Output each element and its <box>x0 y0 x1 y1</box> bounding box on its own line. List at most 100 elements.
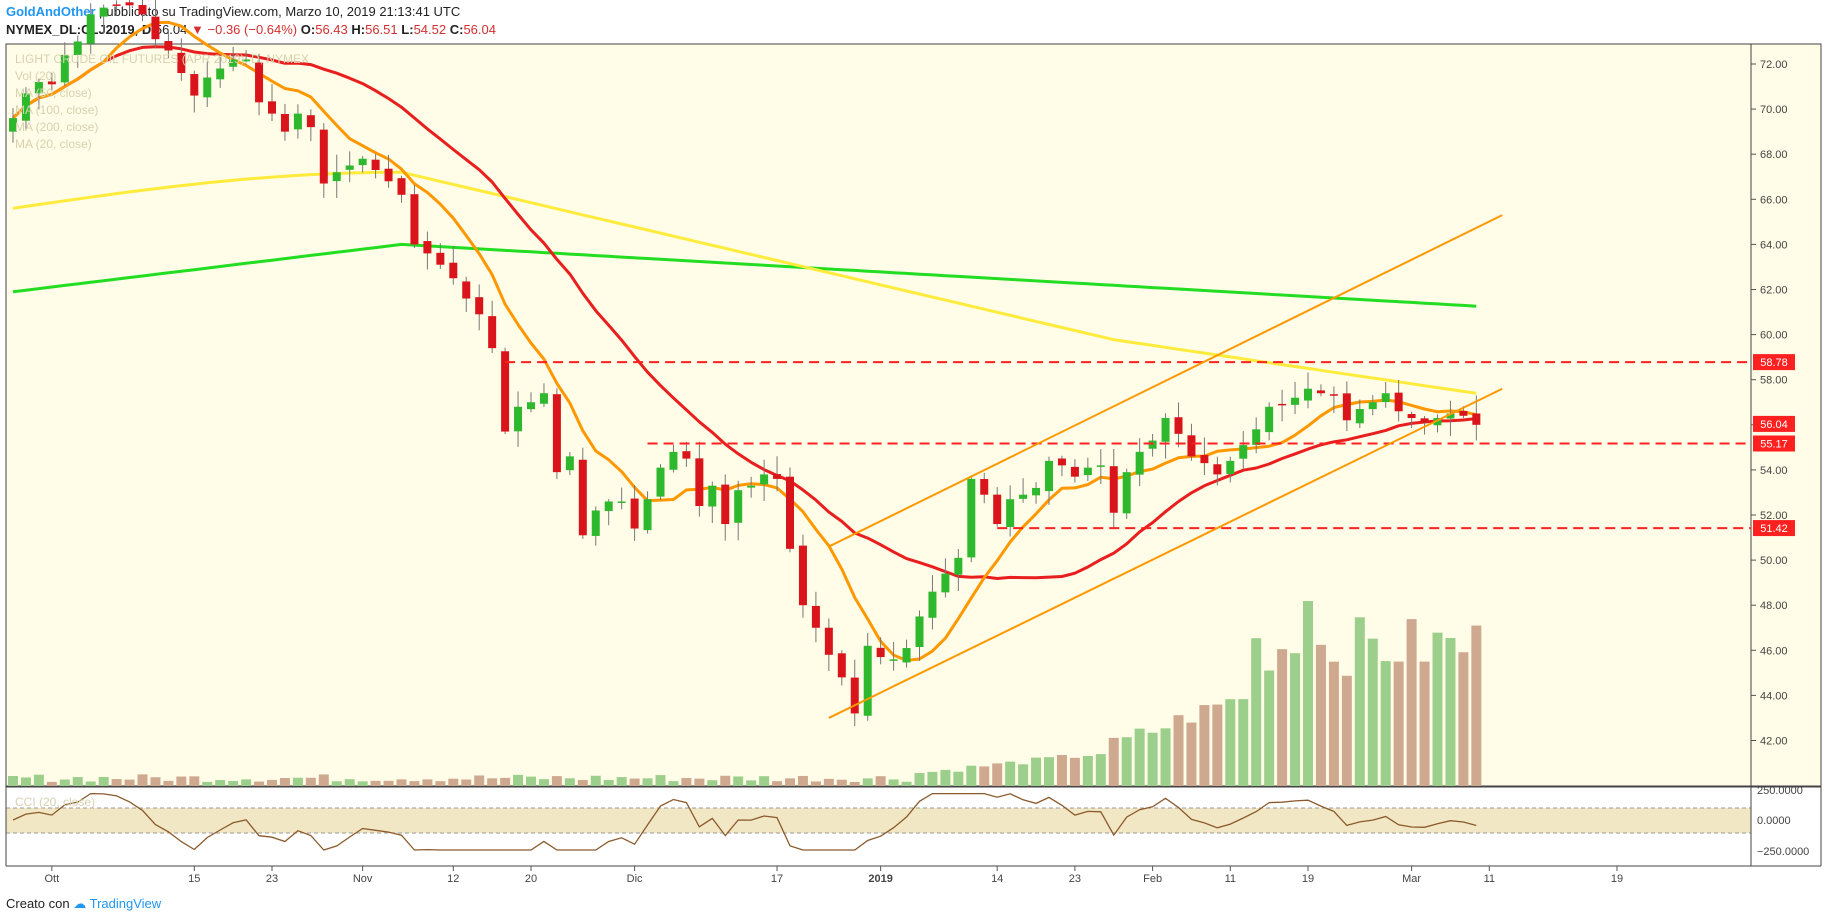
volume-bar <box>409 781 420 786</box>
candle-body <box>941 573 950 593</box>
ohlc-line: NYMEX_DL:CLJ2019, D 56.04 ▼ −0.36 (−0.64… <box>6 22 496 38</box>
volume-bar <box>357 781 368 786</box>
candle-body <box>371 159 380 170</box>
candle-body <box>1109 466 1118 513</box>
volume-bar <box>124 779 135 786</box>
volume-bar <box>603 779 614 786</box>
candle-body <box>617 501 626 503</box>
volume-bar <box>836 779 847 786</box>
volume-bar <box>254 781 265 786</box>
volume-bar <box>1018 764 1029 786</box>
volume-bar <box>772 781 783 786</box>
candle-body <box>1032 487 1041 496</box>
candle-body <box>1265 406 1274 433</box>
candle-body <box>1381 393 1390 403</box>
volume-bar <box>849 781 860 786</box>
volume-bar <box>1458 652 1469 786</box>
time-tick-label: Nov <box>353 873 373 885</box>
volume-bar <box>642 778 653 786</box>
candle-body <box>73 41 82 55</box>
volume-bar <box>810 781 821 786</box>
price-tick-label: 66.00 <box>1760 194 1788 206</box>
price-tick-label: 42.00 <box>1760 736 1788 748</box>
candlesticks <box>9 0 1481 727</box>
published-text: pubblicato su TradingView.com, Marzo 10,… <box>99 4 461 19</box>
volume-bar <box>901 781 912 786</box>
volume-bar <box>1341 675 1352 786</box>
candle-body <box>527 402 535 410</box>
volume-bar <box>202 781 213 786</box>
candle-body <box>203 77 212 98</box>
candle-body <box>1446 413 1455 419</box>
volume-bar <box>1432 632 1443 786</box>
price-change: −0.36 (−0.64%) <box>207 22 298 37</box>
volume-bar <box>797 775 808 786</box>
candle-body <box>1096 465 1105 467</box>
candle-body <box>876 647 885 658</box>
candle-body <box>591 510 600 536</box>
candle-body <box>177 52 186 74</box>
legend: LIGHT CRUDE OIL FUTURES (APR 2019), D, N… <box>15 52 309 809</box>
volume-bar <box>629 778 640 786</box>
volume-bar <box>241 779 252 786</box>
open-label: O: <box>300 22 316 37</box>
candle-body <box>488 316 497 349</box>
volume-bar <box>616 777 627 786</box>
volume-bar <box>1199 705 1210 786</box>
volume-bar <box>1251 638 1262 786</box>
time-tick-label: 20 <box>525 873 537 885</box>
down-arrow-icon: ▼ <box>191 22 204 37</box>
candle-body <box>798 545 807 606</box>
time-tick-label: 12 <box>447 873 459 885</box>
candle-body <box>99 7 108 17</box>
candle-body <box>1342 393 1351 421</box>
volume-bar <box>914 773 925 786</box>
time-tick-label: 17 <box>771 873 783 885</box>
candle-body <box>734 490 743 523</box>
tradingview-link[interactable]: TradingView <box>89 896 162 911</box>
volume-bar <box>1238 699 1249 786</box>
volume-bar <box>344 779 355 786</box>
volume-bar <box>1031 757 1042 786</box>
time-tick-label: 15 <box>188 873 200 885</box>
high-label: H: <box>351 22 366 37</box>
candle-body <box>242 59 251 62</box>
volume-bar <box>551 776 562 786</box>
candle-body <box>630 498 639 529</box>
candle-body <box>902 648 911 663</box>
oscillator-band <box>6 808 1751 833</box>
candle-body <box>501 351 510 432</box>
candle-body <box>1200 454 1209 464</box>
time-tick-label: 11 <box>1225 873 1236 885</box>
candle-body <box>319 129 328 184</box>
time-ticks: Ott 15 23 Nov 12 20 Dic 17 2019 14 23 Feb 11 19 Mar 11 1… <box>45 866 1623 885</box>
price-tick-label: 70.00 <box>1760 104 1788 116</box>
volume-bar <box>1367 638 1378 786</box>
price-labels: 58.78 56.04 55.17 51.42 <box>1753 354 1795 537</box>
candle-body <box>565 456 574 471</box>
candle-body <box>112 4 121 6</box>
created-with-text: Creato con <box>6 896 70 911</box>
price-label-box <box>1753 354 1795 371</box>
candle-body <box>850 677 859 714</box>
candle-body <box>669 451 678 470</box>
volume-bar <box>474 775 485 786</box>
candle-body <box>747 485 756 488</box>
price-tick-label: 54.00 <box>1760 465 1788 477</box>
volume-bar <box>176 776 187 786</box>
candle-body <box>1122 472 1131 514</box>
volume-bar <box>435 781 446 786</box>
tradingview-logo-icon[interactable]: ☁ <box>73 896 87 911</box>
candle-body <box>397 178 406 195</box>
channel-line <box>828 387 1503 719</box>
volume-bar <box>370 780 381 786</box>
candle-body <box>268 101 276 114</box>
volume-bar <box>927 771 938 786</box>
candle-body <box>384 168 393 182</box>
candle-body <box>475 297 484 315</box>
candle-body <box>216 68 225 80</box>
candle-body <box>682 451 691 459</box>
volume-bar <box>538 779 549 786</box>
author-name[interactable]: GoldAndOther <box>6 4 96 19</box>
